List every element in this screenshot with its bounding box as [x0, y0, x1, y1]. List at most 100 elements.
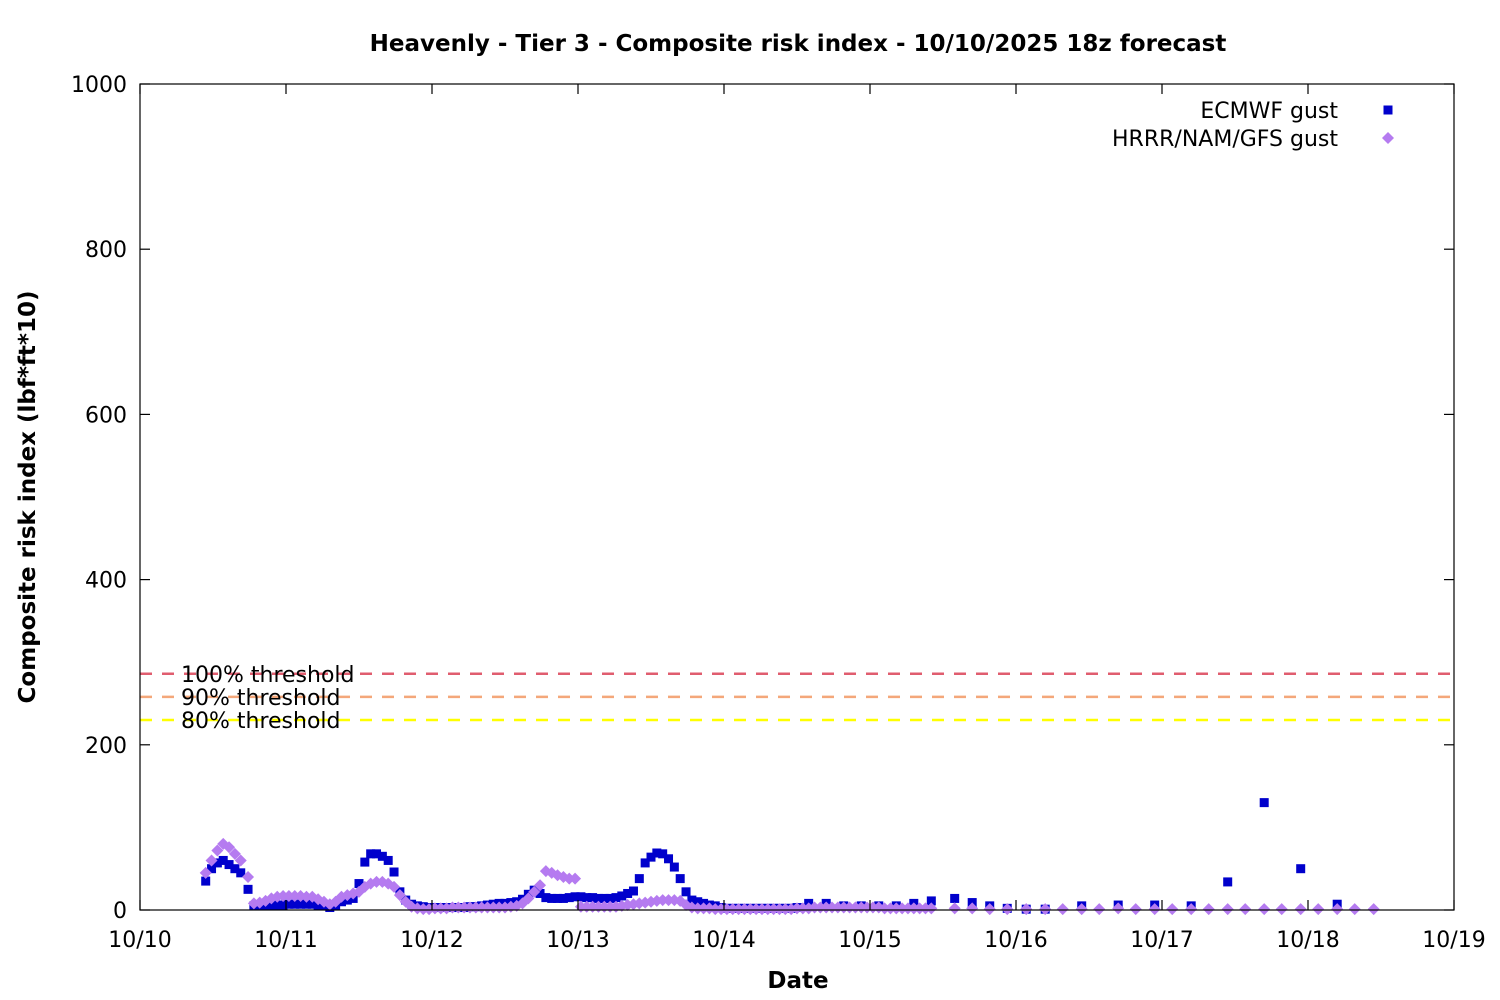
- data-point: [1148, 903, 1161, 916]
- data-point: [588, 893, 598, 903]
- data-point: [966, 902, 979, 915]
- data-point: [693, 897, 703, 907]
- threshold-label: 100% threshold: [181, 663, 355, 688]
- data-point: [228, 847, 241, 860]
- data-point: [230, 864, 240, 874]
- data-point: [243, 884, 253, 894]
- data-point: [1312, 903, 1325, 916]
- legend-marker: [1383, 105, 1393, 115]
- data-point: [570, 892, 580, 902]
- y-tick-label: 1000: [71, 73, 127, 98]
- data-point: [236, 868, 246, 878]
- data-point: [605, 893, 615, 903]
- data-point: [218, 855, 228, 865]
- data-points: [199, 798, 1380, 916]
- data-point: [593, 893, 603, 903]
- data-point: [307, 899, 317, 909]
- data-point: [1239, 903, 1252, 916]
- plot-frame: [139, 83, 1455, 911]
- x-axis-label: Date: [767, 968, 828, 994]
- data-point: [564, 893, 574, 903]
- data-point: [1093, 903, 1106, 916]
- data-point: [388, 880, 401, 893]
- data-point: [623, 888, 633, 898]
- y-tick-label: 800: [85, 238, 127, 263]
- data-point: [290, 899, 300, 909]
- data-point: [1367, 903, 1380, 916]
- data-point: [669, 862, 679, 872]
- data-point: [1275, 903, 1288, 916]
- data-point: [658, 849, 668, 859]
- data-point: [541, 893, 551, 903]
- data-point: [983, 903, 996, 916]
- data-point: [950, 893, 960, 903]
- data-point: [278, 900, 288, 910]
- data-point: [1185, 903, 1198, 916]
- data-point: [1331, 903, 1344, 916]
- data-point: [646, 852, 656, 862]
- x-tick-label: 10/12: [400, 928, 463, 953]
- data-point: [675, 874, 685, 884]
- data-point: [925, 902, 938, 915]
- data-point: [1221, 903, 1234, 916]
- legend-label: HRRR/NAM/GFS gust: [1112, 127, 1338, 152]
- data-point: [201, 876, 211, 886]
- data-point: [1001, 903, 1014, 916]
- data-point: [296, 899, 306, 909]
- data-point: [1348, 903, 1361, 916]
- data-point: [558, 893, 568, 903]
- data-point: [617, 891, 627, 901]
- data-point: [547, 893, 557, 903]
- data-point: [1056, 903, 1069, 916]
- data-point: [377, 851, 387, 861]
- data-point: [1039, 903, 1052, 916]
- data-point: [582, 893, 592, 903]
- legend-marker: [1382, 132, 1394, 144]
- data-point: [1296, 864, 1306, 874]
- data-point: [366, 849, 376, 859]
- data-point: [535, 888, 545, 898]
- threshold-label: 80% threshold: [181, 709, 341, 734]
- x-tick-label: 10/13: [546, 928, 609, 953]
- legend-label: ECMWF gust: [1200, 99, 1338, 124]
- legend: ECMWF gust HRRR/NAM/GFS gust: [1112, 99, 1394, 152]
- data-point: [234, 854, 247, 867]
- x-tick-label: 10/11: [254, 928, 317, 953]
- data-point: [354, 879, 364, 889]
- data-point: [569, 872, 582, 885]
- data-point: [207, 864, 217, 874]
- data-point: [652, 848, 662, 858]
- data-point: [372, 849, 382, 859]
- data-point: [528, 885, 541, 898]
- data-point: [926, 896, 936, 906]
- data-point: [360, 857, 370, 867]
- data-point: [534, 879, 547, 892]
- data-point: [1259, 798, 1269, 808]
- x-tick-label: 10/15: [838, 928, 901, 953]
- data-point: [211, 844, 224, 857]
- data-point: [522, 892, 535, 905]
- data-point: [212, 858, 222, 868]
- x-tick-label: 10/16: [984, 928, 1047, 953]
- data-point: [272, 900, 282, 910]
- x-tick-label: 10/14: [692, 928, 755, 953]
- data-point: [1202, 903, 1215, 916]
- data-point: [266, 901, 276, 911]
- data-point: [223, 841, 236, 854]
- data-point: [199, 866, 212, 879]
- y-tick-label: 600: [85, 403, 127, 428]
- data-point: [301, 899, 311, 909]
- x-tick-label: 10/19: [1422, 928, 1485, 953]
- data-point: [599, 893, 609, 903]
- data-point: [1075, 903, 1088, 916]
- data-point: [681, 887, 691, 897]
- data-point: [284, 899, 294, 909]
- data-point: [1258, 903, 1271, 916]
- y-axis-label: Composite risk index (lbf*ft*10): [15, 291, 41, 704]
- data-point: [948, 902, 961, 915]
- axes: 10/10 10/11 10/12 10/13 10/14 10/15 10/16 10/17…: [71, 73, 1486, 953]
- data-point: [611, 893, 621, 903]
- data-point: [205, 854, 218, 867]
- y-tick-label: 0: [113, 899, 127, 924]
